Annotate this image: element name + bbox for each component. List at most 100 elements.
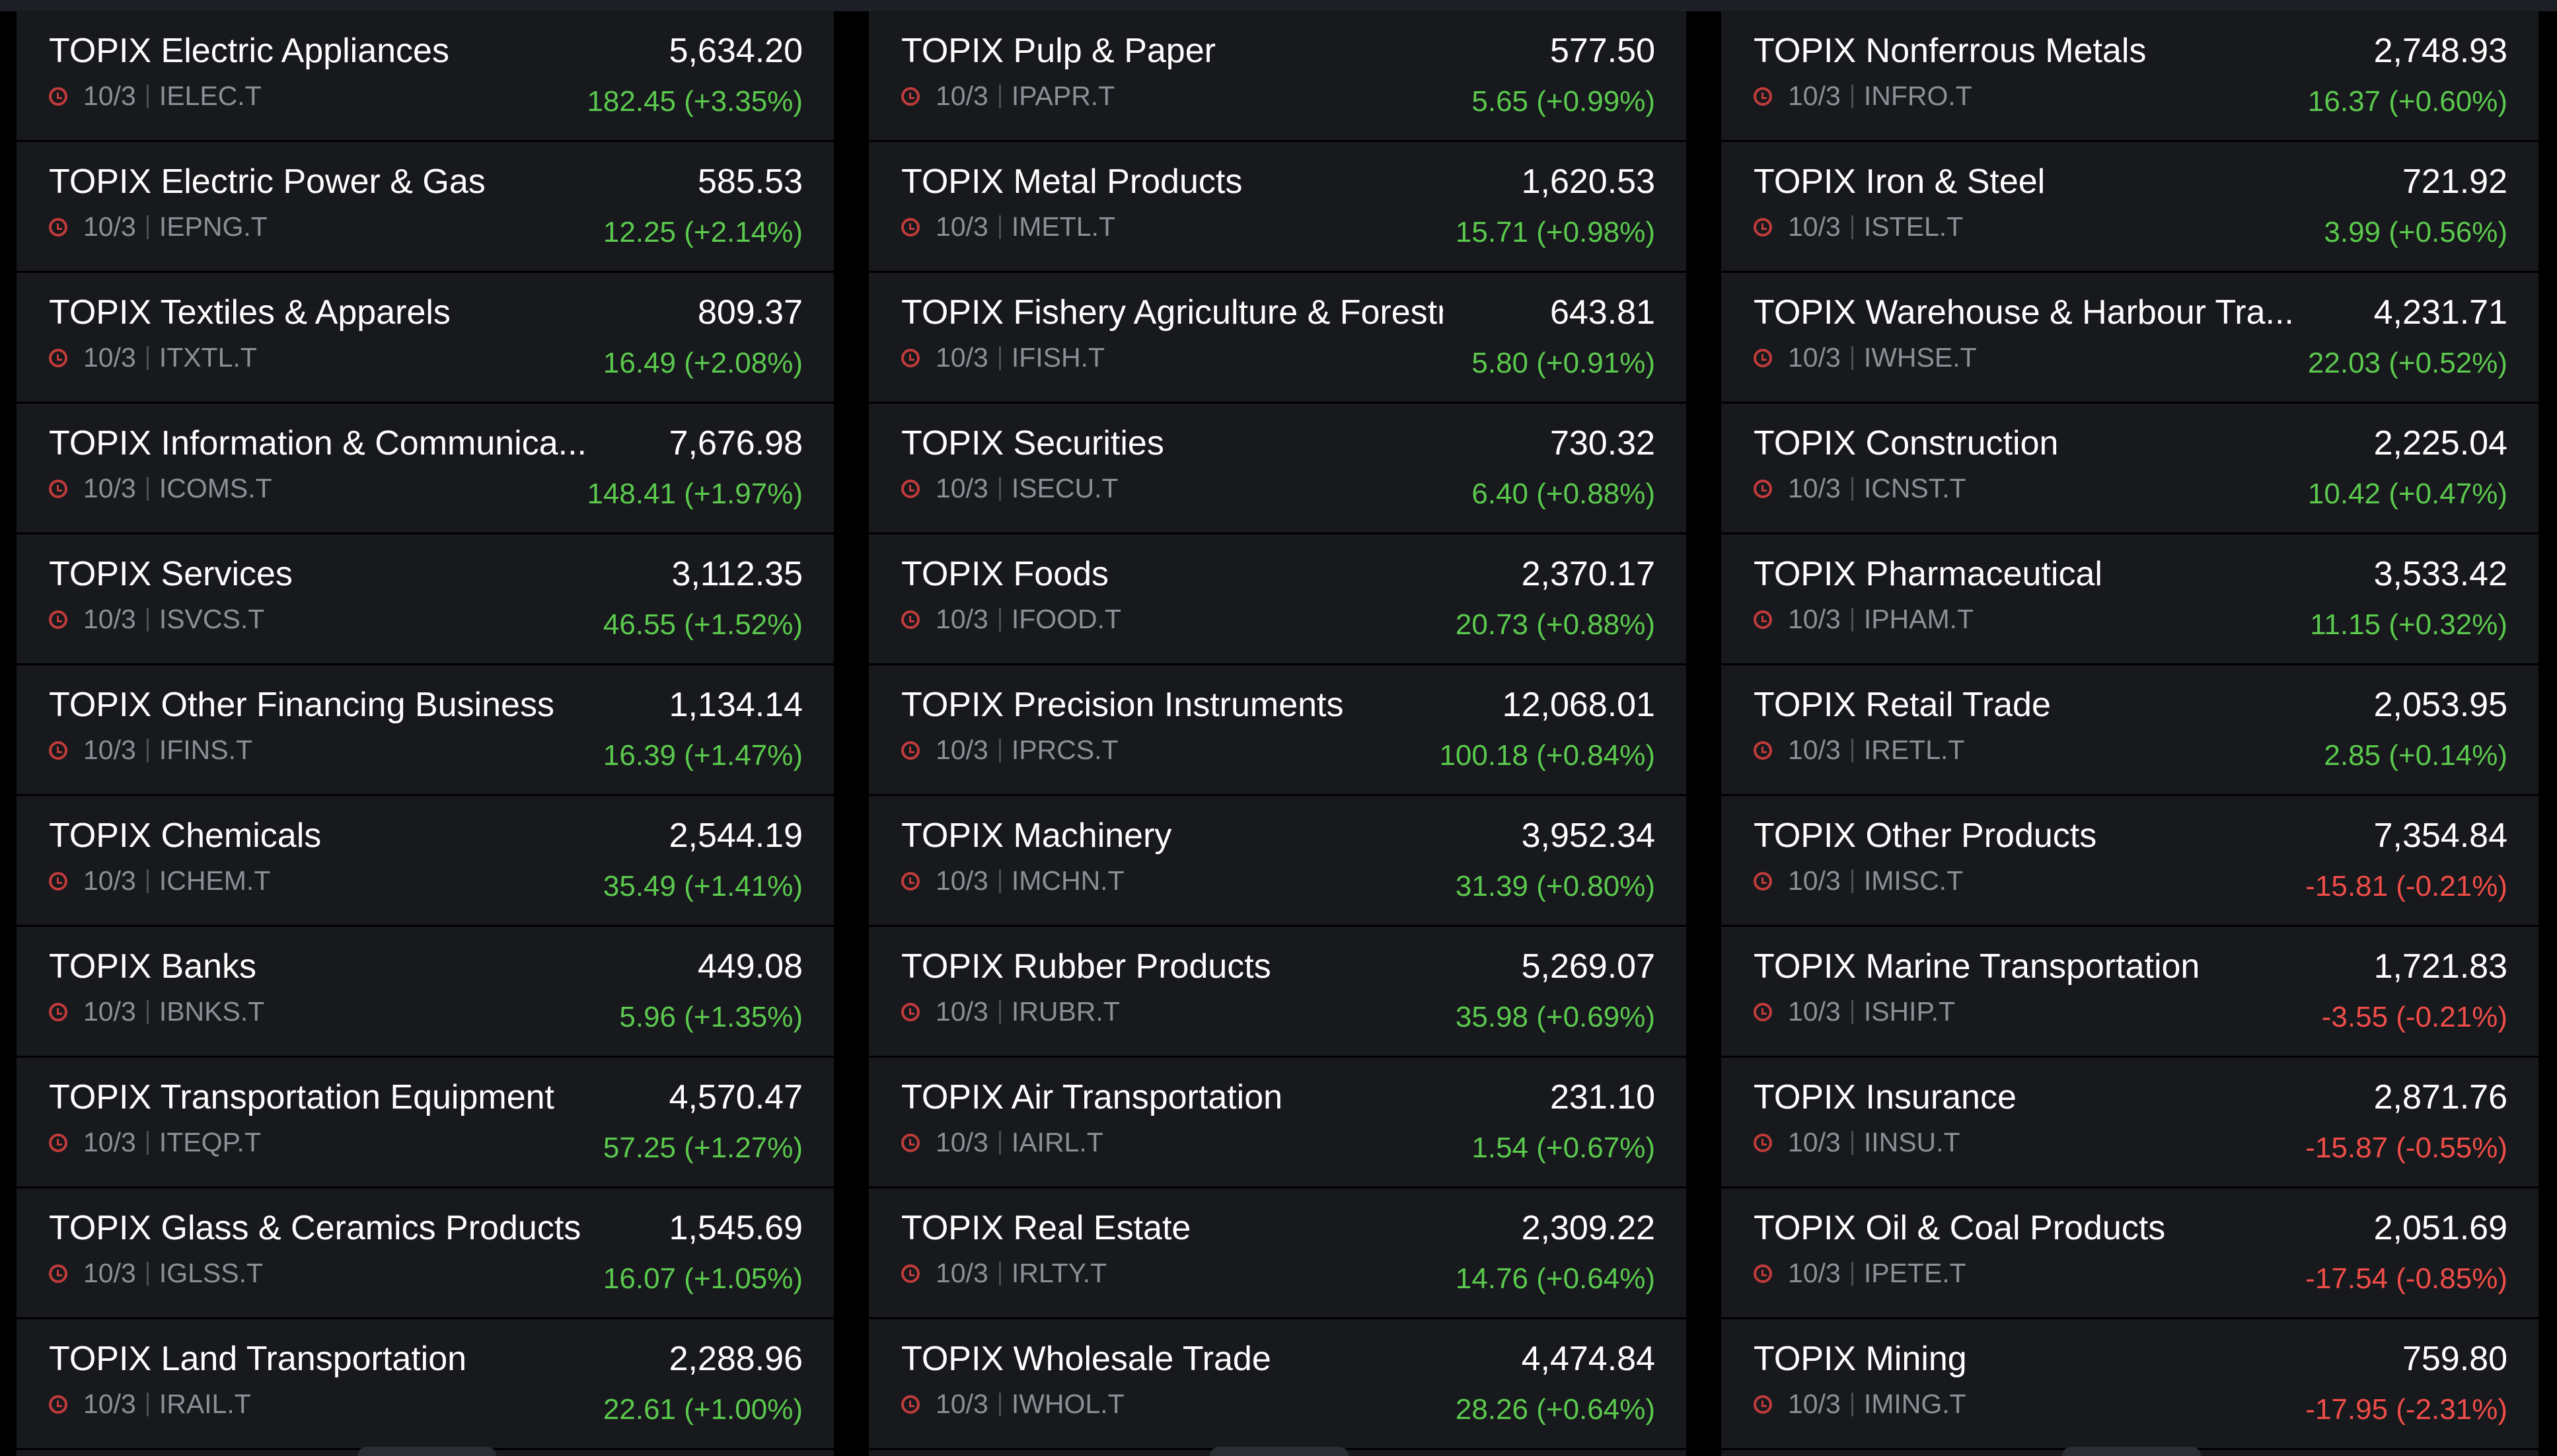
quote-row[interactable]: TOPIX Electric Power & Gas 585.53 10/3 I… <box>17 142 834 273</box>
clock-icon <box>1754 1133 1772 1152</box>
quote-row[interactable]: TOPIX Air Transportation 231.10 10/3 IAI… <box>869 1058 1686 1188</box>
quote-meta: 10/3 IFISH.T <box>901 342 1105 373</box>
quote-row[interactable]: TOPIX Warehouse & Harbour Tra... 4,231.7… <box>1721 273 2538 404</box>
quote-row[interactable]: TOPIX Services 3,112.35 10/3 ISVCS.T 46.… <box>17 534 834 665</box>
quote-row[interactable]: TOPIX Transportation Equipment 4,570.47 … <box>17 1058 834 1188</box>
quote-row[interactable]: TOPIX Mining 759.80 10/3 IMING.T -17.95 … <box>1721 1319 2538 1450</box>
clock-icon <box>49 610 67 629</box>
divider <box>146 1261 149 1286</box>
divider <box>146 738 149 762</box>
index-name: TOPIX Insurance <box>1754 1078 2017 1116</box>
scroll-handle[interactable] <box>1210 1447 1349 1456</box>
clock-icon <box>901 1133 920 1152</box>
quote-date: 10/3 <box>1788 81 1841 111</box>
quote-meta: 10/3 ISECU.T <box>901 473 1119 504</box>
index-name: TOPIX Information & Communica... <box>49 424 587 462</box>
quote-date: 10/3 <box>936 211 988 242</box>
divider <box>146 1130 149 1155</box>
clock-icon <box>49 1395 67 1414</box>
quote-row[interactable]: TOPIX Glass & Ceramics Products 1,545.69… <box>17 1188 834 1319</box>
quote-row[interactable]: TOPIX Insurance 2,871.76 10/3 IINSU.T -1… <box>1721 1058 2538 1188</box>
ticker-symbol: IWHSE.T <box>1863 342 1977 373</box>
quote-row[interactable]: TOPIX Fishery Agriculture & Forestry 643… <box>869 273 1686 404</box>
quote-row[interactable]: TOPIX Oil & Coal Products 2,051.69 10/3 … <box>1721 1188 2538 1319</box>
ticker-symbol: IWHOL.T <box>1011 1389 1125 1419</box>
quote-date: 10/3 <box>83 604 136 634</box>
index-name: TOPIX Warehouse & Harbour Tra... <box>1754 293 2294 332</box>
index-value: 2,544.19 <box>669 817 803 855</box>
quote-row[interactable]: TOPIX Rubber Products 5,269.07 10/3 IRUB… <box>869 927 1686 1058</box>
clock-icon <box>901 1002 920 1021</box>
price-change: 16.37 (+0.60%) <box>2307 85 2507 118</box>
price-change: 11.15 (+0.32%) <box>2310 608 2507 641</box>
quote-row[interactable]: TOPIX Pulp & Paper 577.50 10/3 IPAPR.T 5… <box>869 11 1686 142</box>
quote-date: 10/3 <box>1788 342 1841 373</box>
index-name: TOPIX Air Transportation <box>901 1078 1283 1116</box>
clock-icon <box>1754 479 1772 498</box>
ticker-symbol: ICHEM.T <box>159 865 271 896</box>
quote-row[interactable]: TOPIX Chemicals 2,544.19 10/3 ICHEM.T 35… <box>17 796 834 927</box>
quote-row[interactable]: TOPIX Electric Appliances 5,634.20 10/3 … <box>17 11 834 142</box>
ticker-symbol: ICNST.T <box>1863 473 1966 503</box>
divider <box>146 84 149 108</box>
quote-row[interactable]: TOPIX Land Transportation 2,288.96 10/3 … <box>17 1319 834 1450</box>
quote-row[interactable]: TOPIX Real Estate 2,309.22 10/3 IRLTY.T … <box>869 1188 1686 1319</box>
index-value: 4,474.84 <box>1521 1340 1655 1378</box>
price-change: 31.39 (+0.80%) <box>1455 870 1655 902</box>
price-change: 182.45 (+3.35%) <box>587 85 803 118</box>
quote-row[interactable]: TOPIX Marine Transportation 1,721.83 10/… <box>1721 927 2538 1058</box>
quote-row[interactable]: TOPIX Retail Trade 2,053.95 10/3 IRETL.T… <box>1721 665 2538 796</box>
ticker-symbol: IINSU.T <box>1863 1127 1960 1157</box>
quote-list-column-1[interactable]: TOPIX Electric Appliances 5,634.20 10/3 … <box>17 11 834 1456</box>
quote-row[interactable]: TOPIX Other Products 7,354.84 10/3 IMISC… <box>1721 796 2538 927</box>
divider <box>998 607 1001 632</box>
scroll-handle[interactable] <box>2062 1447 2201 1456</box>
index-value: 2,370.17 <box>1521 555 1655 593</box>
quote-meta: 10/3 ISHIP.T <box>1754 996 1955 1027</box>
price-change: -17.95 (-2.31%) <box>2305 1393 2507 1426</box>
quote-meta: 10/3 IWHOL.T <box>901 1389 1125 1420</box>
quote-row[interactable]: TOPIX Information & Communica... 7,676.9… <box>17 404 834 534</box>
index-name: TOPIX Land Transportation <box>49 1340 467 1378</box>
quote-date: 10/3 <box>936 996 988 1027</box>
clock-icon <box>49 871 67 891</box>
index-name: TOPIX Oil & Coal Products <box>1754 1209 2166 1247</box>
divider <box>998 215 1001 239</box>
quote-list-column-2[interactable]: TOPIX Pulp & Paper 577.50 10/3 IPAPR.T 5… <box>869 11 1686 1456</box>
clock-icon <box>1754 217 1772 237</box>
quote-row[interactable]: TOPIX Metal Products 1,620.53 10/3 IMETL… <box>869 142 1686 273</box>
quote-row[interactable]: TOPIX Securities 730.32 10/3 ISECU.T 6.4… <box>869 404 1686 534</box>
quote-row[interactable]: TOPIX Banks 449.08 10/3 IBNKS.T 5.96 (+1… <box>17 927 834 1058</box>
quote-row[interactable]: TOPIX Foods 2,370.17 10/3 IFOOD.T 20.73 … <box>869 534 1686 665</box>
index-name: TOPIX Securities <box>901 424 1164 462</box>
clock-icon <box>49 217 67 237</box>
clock-icon <box>1754 871 1772 891</box>
clock-icon <box>1754 348 1772 367</box>
quote-row[interactable]: TOPIX Precision Instruments 12,068.01 10… <box>869 665 1686 796</box>
ticker-symbol: IPRCS.T <box>1011 735 1119 765</box>
quote-row[interactable]: TOPIX Textiles & Apparels 809.37 10/3 IT… <box>17 273 834 404</box>
quote-row[interactable]: TOPIX Machinery 3,952.34 10/3 IMCHN.T 31… <box>869 796 1686 927</box>
scroll-handle[interactable] <box>357 1447 496 1456</box>
divider <box>1851 1392 1853 1416</box>
clock-icon <box>49 741 67 760</box>
top-bar <box>0 0 2557 11</box>
quote-row[interactable]: TOPIX Wholesale Trade 4,474.84 10/3 IWHO… <box>869 1319 1686 1450</box>
index-name: TOPIX Mining <box>1754 1340 1967 1378</box>
quote-row[interactable]: TOPIX Construction 2,225.04 10/3 ICNST.T… <box>1721 404 2538 534</box>
quote-meta: 10/3 IPAPR.T <box>901 81 1115 112</box>
index-value: 3,952.34 <box>1521 817 1655 855</box>
quote-meta: 10/3 ITEQP.T <box>49 1127 261 1158</box>
quote-row[interactable]: TOPIX Other Financing Business 1,134.14 … <box>17 665 834 796</box>
quote-list-column-3[interactable]: TOPIX Nonferrous Metals 2,748.93 10/3 IN… <box>1721 11 2538 1456</box>
quote-row[interactable]: TOPIX Pharmaceutical 3,533.42 10/3 IPHAM… <box>1721 534 2538 665</box>
quote-meta: 10/3 IPRCS.T <box>901 735 1119 766</box>
index-value: 3,533.42 <box>2373 555 2507 593</box>
quote-row[interactable]: TOPIX Nonferrous Metals 2,748.93 10/3 IN… <box>1721 11 2538 142</box>
index-value: 5,269.07 <box>1521 947 1655 986</box>
divider <box>1851 1261 1853 1286</box>
quote-date: 10/3 <box>1788 1389 1841 1419</box>
quote-date: 10/3 <box>83 473 136 503</box>
quote-row[interactable]: TOPIX Iron & Steel 721.92 10/3 ISTEL.T 3… <box>1721 142 2538 273</box>
clock-icon <box>901 871 920 891</box>
